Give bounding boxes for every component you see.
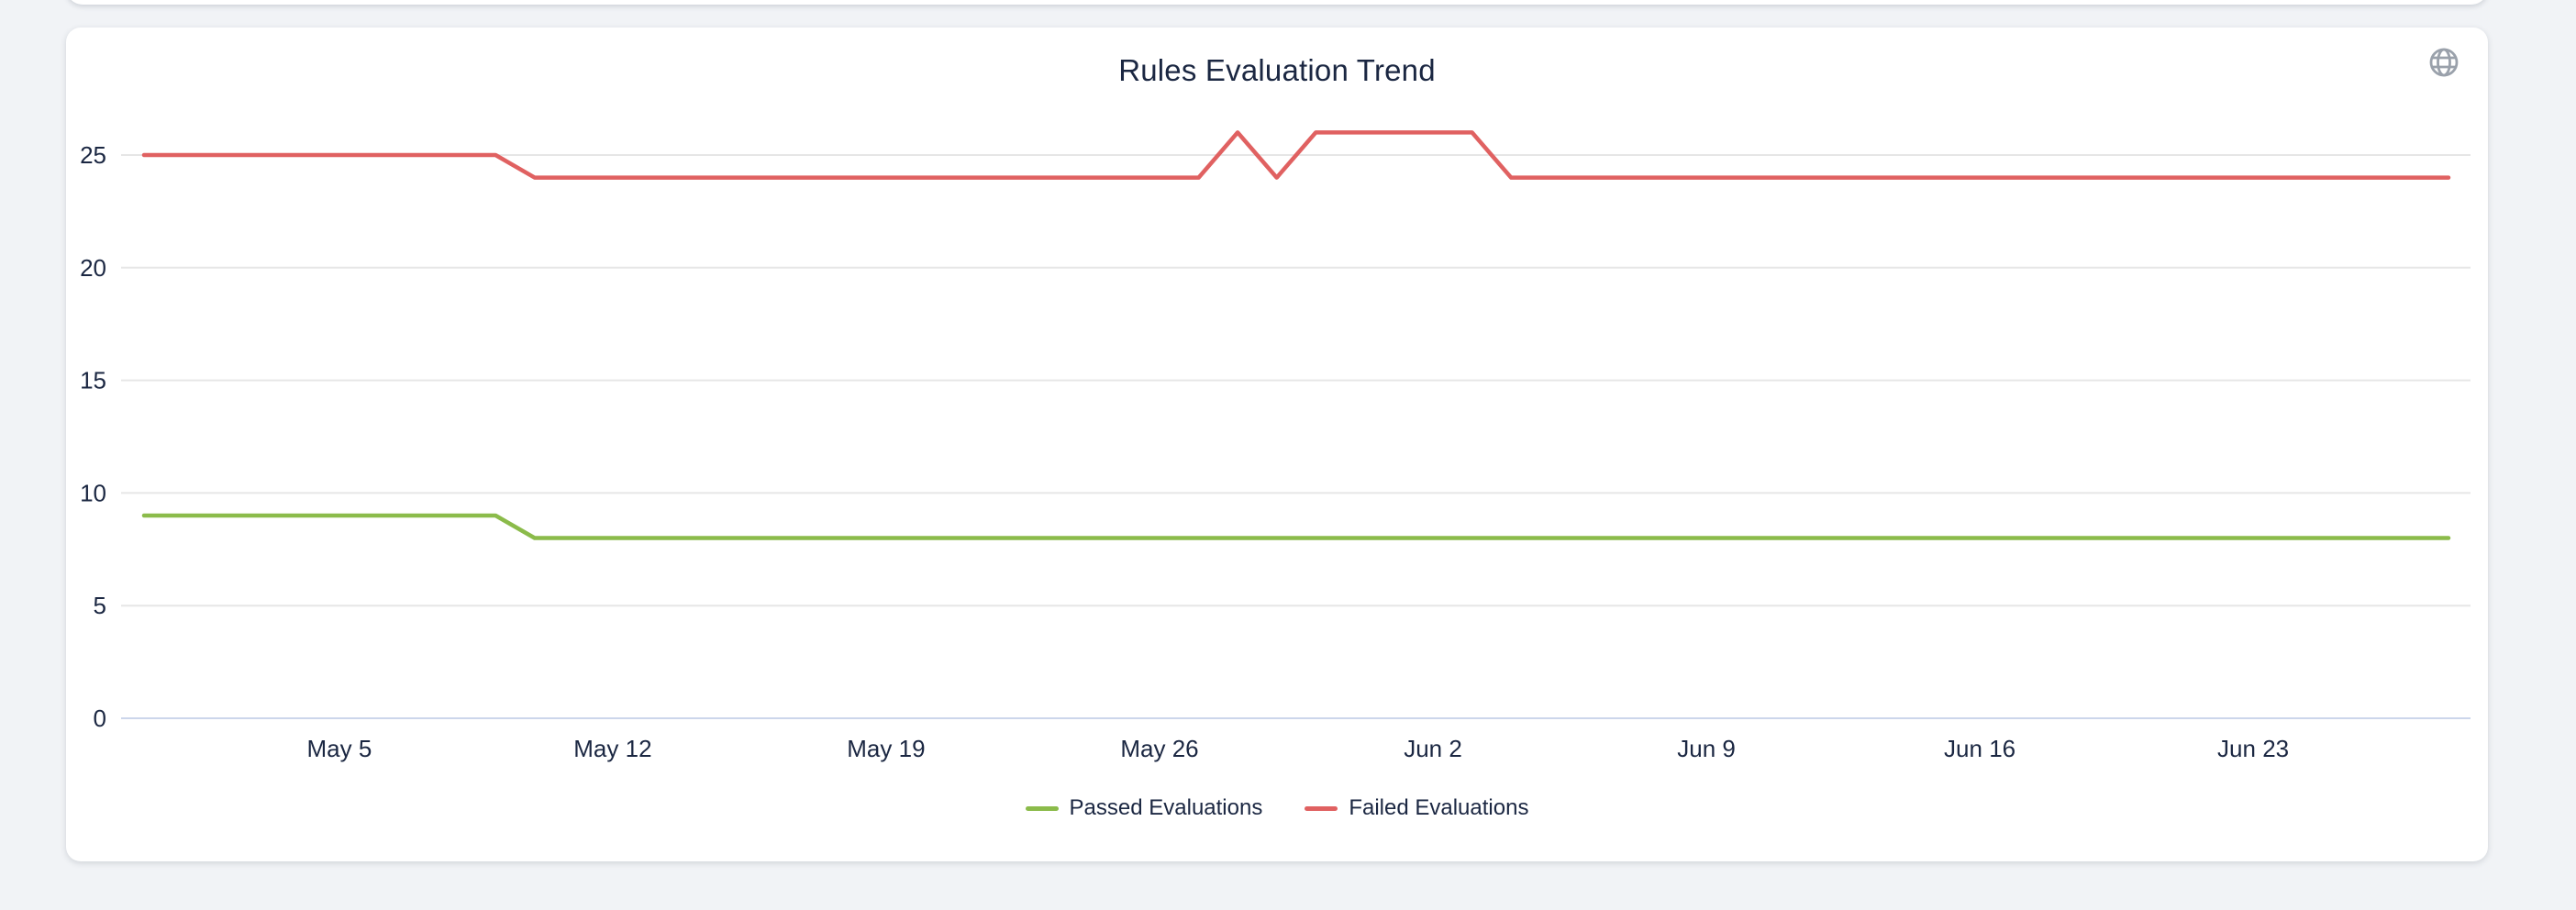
x-axis-label: May 19: [847, 735, 925, 762]
y-axis-label: 5: [94, 592, 106, 619]
x-axis-label: Jun 2: [1404, 735, 1462, 762]
x-axis-label: May 26: [1120, 735, 1198, 762]
chart-legend: Passed Evaluations Failed Evaluations: [66, 795, 2488, 821]
previous-card-edge: [66, 0, 2488, 5]
y-axis-label: 10: [80, 479, 106, 506]
x-axis-label: Jun 9: [1677, 735, 1736, 762]
chart-title: Rules Evaluation Trend: [1118, 53, 1436, 87]
legend-item-passed-evaluations[interactable]: Passed Evaluations: [1025, 795, 1263, 821]
legend-item-failed-evaluations[interactable]: Failed Evaluations: [1305, 795, 1528, 821]
globe-icon[interactable]: [2427, 46, 2460, 79]
rules-evaluation-trend-card: 0 5 10 15 20 25 May 5 May 12 May 19 May 26 Jun 2 Ju…: [66, 28, 2488, 861]
y-axis-label: 20: [80, 254, 106, 282]
y-axis-label: 0: [94, 705, 106, 732]
legend-label: Failed Evaluations: [1349, 795, 1529, 820]
series-line-passed-evaluations: [141, 513, 2451, 540]
passed-series-marker: [1025, 805, 1059, 811]
x-axis-label: May 12: [573, 735, 651, 762]
y-axis-label: 25: [80, 141, 106, 169]
x-axis-label: Jun 16: [1944, 735, 2015, 762]
series-line-failed-evaluations: [141, 130, 2451, 180]
chart-canvas: 0 5 10 15 20 25 May 5 May 12 May 19 May 26 Jun 2 Ju…: [80, 130, 2471, 762]
y-axis-label: 15: [80, 367, 106, 394]
x-axis-label: Jun 23: [2217, 735, 2289, 762]
failed-series-marker: [1305, 805, 1338, 811]
x-axis-label: May 5: [306, 735, 372, 762]
legend-label: Passed Evaluations: [1069, 795, 1263, 820]
